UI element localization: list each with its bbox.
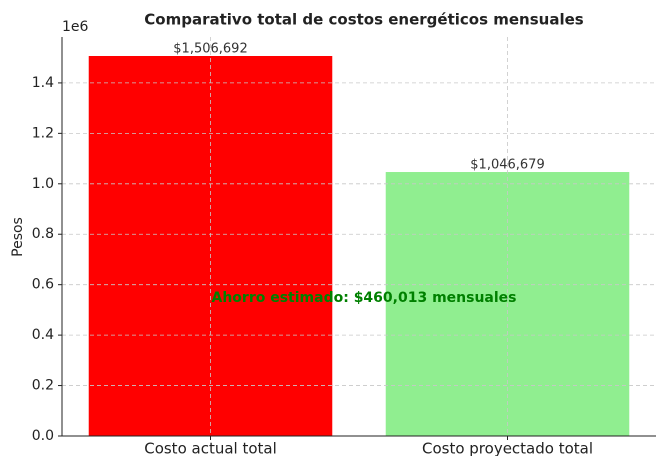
y-tick-label: 1.2 <box>32 125 54 141</box>
chart-title: Comparativo total de costos energéticos … <box>144 11 583 29</box>
y-tick-label: 1.0 <box>32 176 54 192</box>
y-tick-label: 1.4 <box>32 75 54 91</box>
bar <box>88 56 333 437</box>
y-tick-label: 0.6 <box>32 277 54 293</box>
y-axis-label: Pesos <box>10 217 26 257</box>
y-tick-label: 0.4 <box>32 327 54 343</box>
y-tick-label: 0.2 <box>32 378 54 394</box>
x-tick-label: Costo proyectado total <box>422 440 593 456</box>
y-offset-label: 1e6 <box>62 19 89 35</box>
data-label: $1,506,692 <box>173 42 247 57</box>
y-tick-label: 0.0 <box>32 428 54 444</box>
x-tick-label: Costo actual total <box>144 440 277 456</box>
data-label: $1,046,679 <box>470 158 544 173</box>
annotation: Ahorro estimado: $460,013 mensuales <box>212 290 517 306</box>
y-tick-label: 0.8 <box>32 226 54 242</box>
